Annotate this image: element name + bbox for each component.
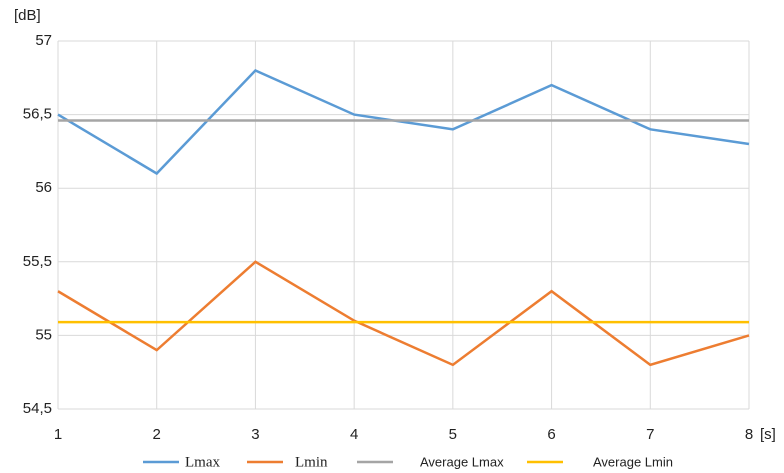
x-tick-label: 3 [251,426,259,443]
x-tick-label: 1 [54,426,62,443]
y-tick-label: 55,5 [23,253,52,270]
x-tick-label: 8 [745,426,753,443]
x-tick-label: 5 [449,426,457,443]
y-axis-label: [dB] [14,7,41,24]
y-tick-label: 55 [35,326,52,343]
y-tick-label: 54,5 [23,400,52,417]
series-line [57,260,750,367]
x-tick-label: 4 [350,426,358,443]
legend-label: Average Lmax [420,454,504,469]
x-tick-label: 2 [153,426,161,443]
x-tick-label: 6 [547,426,555,443]
legend-label: Lmin [295,454,328,470]
legend-label: Average Lmin [593,454,673,469]
y-tick-label: 57 [35,32,52,49]
x-tick-label: 7 [646,426,654,443]
y-tick-label: 56,5 [23,106,52,123]
legend-label: Lmax [185,454,220,470]
y-tick-label: 56 [35,179,52,196]
series-line [57,68,750,176]
x-axis-label: [s] [760,426,776,443]
